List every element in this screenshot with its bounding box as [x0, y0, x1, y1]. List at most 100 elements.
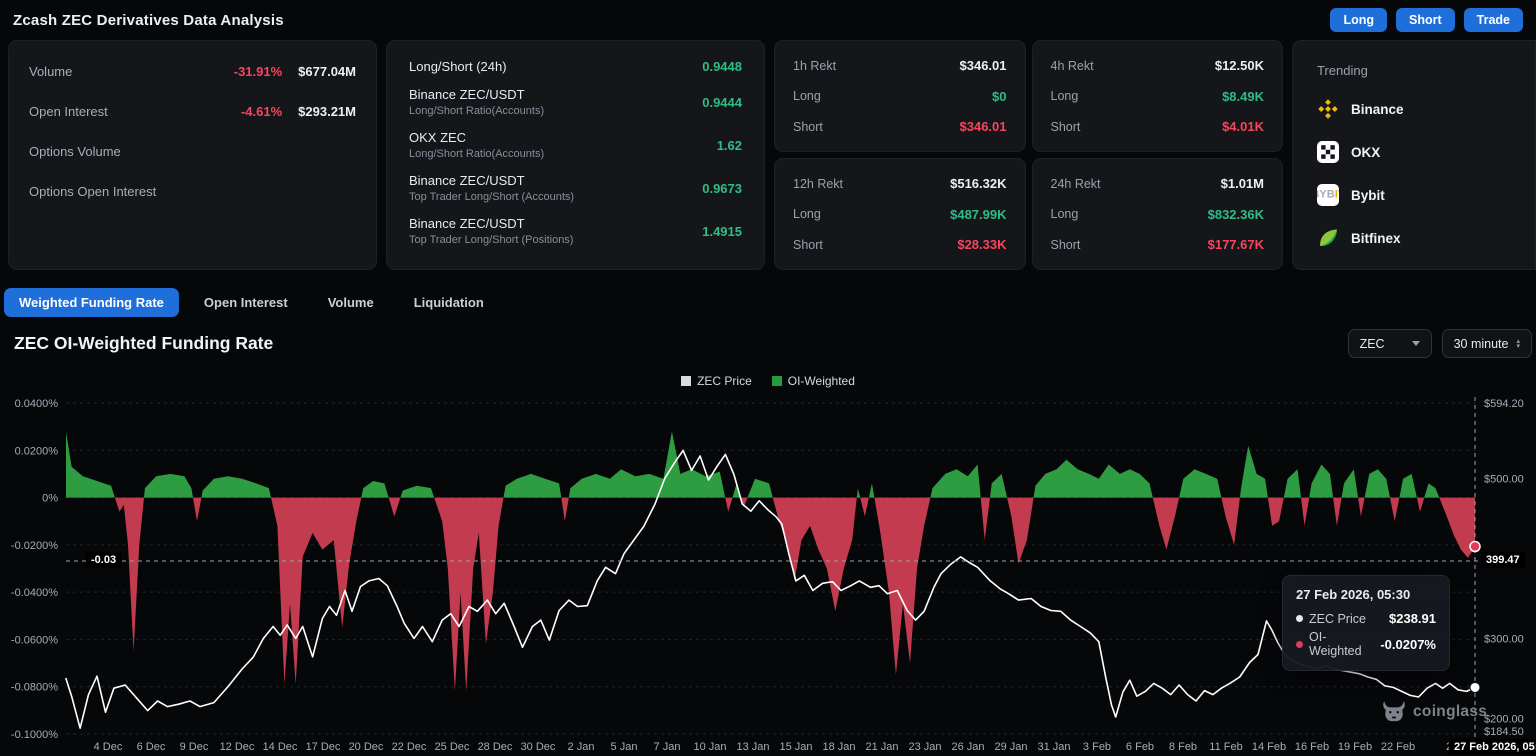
svg-text:22 Dec: 22 Dec — [392, 741, 427, 753]
svg-text:18 Jan: 18 Jan — [822, 741, 855, 753]
bitfinex-icon — [1320, 229, 1337, 247]
symbol-select-value: ZEC — [1359, 336, 1385, 351]
rekt-1h-long-label: Long — [793, 89, 821, 103]
open-interest-row: Open Interest -4.61% $293.21M — [29, 104, 356, 119]
chart-tabs: Weighted Funding Rate Open Interest Volu… — [4, 288, 499, 317]
trending-binance-label: Binance — [1351, 101, 1404, 117]
svg-text:14 Dec: 14 Dec — [263, 741, 298, 753]
tooltip-row-price: ZEC Price $238.91 — [1296, 611, 1436, 626]
liquidation-cards-grid: 1h Rekt $346.01 Long $0 Short $346.01 4h Re… — [774, 40, 1283, 270]
svg-text:25 Dec: 25 Dec — [435, 741, 470, 753]
trending-item-okx[interactable]: OKX — [1317, 141, 1511, 163]
trending-card: Trending Binance — [1292, 40, 1536, 270]
tab-volume[interactable]: Volume — [327, 295, 374, 310]
bybit-icon: BYBIT — [1317, 184, 1339, 206]
tooltip-date: 27 Feb 2026, 05:30 — [1296, 587, 1411, 602]
binance-top-positions-row: Binance ZEC/USDT Top Trader Long/Short (… — [409, 216, 742, 246]
trending-bybit-label: Bybit — [1351, 187, 1385, 203]
svg-text:26 Jan: 26 Jan — [951, 741, 984, 753]
rekt-1h-title: 1h Rekt — [793, 58, 837, 73]
svg-text:8 Feb: 8 Feb — [1169, 741, 1197, 753]
legend-zec-price[interactable]: ZEC Price — [681, 374, 752, 388]
svg-text:17 Dec: 17 Dec — [306, 741, 341, 753]
binance-icon — [1318, 99, 1338, 119]
tab-weighted-funding-rate[interactable]: Weighted Funding Rate — [4, 288, 179, 317]
oi-weighted-swatch — [771, 376, 782, 386]
binance-accounts-row: Binance ZEC/USDT Long/Short Ratio(Accoun… — [409, 87, 742, 117]
rekt-4h-title: 4h Rekt — [1050, 58, 1094, 73]
okx-icon — [1317, 141, 1339, 163]
rekt-card-4h: 4h Rekt $12.50K Long $8.49K Short $4.01K — [1031, 40, 1283, 152]
volume-value: $677.04M — [298, 64, 356, 79]
legend-oi-weighted[interactable]: OI-Weighted — [771, 374, 855, 388]
svg-text:4 Dec: 4 Dec — [94, 741, 123, 753]
options-volume-row: Options Volume — [29, 144, 356, 159]
volume-change: -31.91% — [233, 64, 283, 79]
watermark-label: coinglass — [1413, 703, 1488, 720]
trending-item-binance[interactable]: Binance — [1317, 98, 1511, 120]
open-interest-value: $293.21M — [298, 104, 356, 119]
short-button[interactable]: Short — [1396, 8, 1455, 32]
svg-text:0.0400%: 0.0400% — [15, 398, 59, 410]
svg-text:31 Jan: 31 Jan — [1037, 741, 1070, 753]
trending-bitfinex-label: Bitfinex — [1351, 230, 1401, 246]
svg-text:-0.0200%: -0.0200% — [11, 540, 58, 552]
trending-item-bitfinex[interactable]: Bitfinex — [1317, 227, 1511, 249]
svg-text:22 Feb: 22 Feb — [1381, 741, 1415, 753]
rekt-24h-long: $832.36K — [1207, 206, 1264, 222]
interval-select[interactable]: 30 minute ▴ ▾ — [1441, 329, 1532, 358]
tab-open-interest[interactable]: Open Interest — [203, 295, 288, 310]
svg-text:-0.0800%: -0.0800% — [11, 682, 58, 694]
svg-text:5 Jan: 5 Jan — [611, 741, 638, 753]
chart-canvas[interactable]: 0.0400% 0.0200% 0% -0.0200% -0.0400% -0.0600%… — [0, 390, 1536, 756]
chart-controls: ZEC 30 minute ▴ ▾ — [1347, 329, 1532, 358]
tooltip-oi-label: OI-Weighted — [1309, 630, 1362, 658]
svg-text:20 Dec: 20 Dec — [349, 741, 384, 753]
svg-text:-0.0400%: -0.0400% — [11, 587, 58, 599]
price-dot-icon — [1296, 615, 1303, 622]
chevron-down-icon — [1411, 341, 1420, 346]
binance-top-positions-label: Binance ZEC/USDT — [409, 216, 525, 231]
trade-button[interactable]: Trade — [1463, 8, 1523, 32]
symbol-select[interactable]: ZEC — [1347, 329, 1432, 358]
trending-item-bybit[interactable]: BYBIT Bybit — [1317, 184, 1511, 206]
okx-accounts-sublabel: Long/Short Ratio(Accounts) — [409, 148, 545, 160]
svg-text:16 Feb: 16 Feb — [1295, 741, 1329, 753]
svg-text:28 Dec: 28 Dec — [478, 741, 513, 753]
funding-rate-chart[interactable]: 0.0400% 0.0200% 0% -0.0200% -0.0400% -0.0600%… — [0, 390, 1536, 756]
tooltip-row-oi: OI-Weighted -0.0207% — [1296, 630, 1436, 658]
rekt-card-1h: 1h Rekt $346.01 Long $0 Short $346.01 — [774, 40, 1026, 152]
rekt-1h-total: $346.01 — [959, 58, 1007, 73]
rekt-card-12h: 12h Rekt $516.32K Long $487.99K Short $28.3… — [774, 158, 1026, 270]
tab-liquidation[interactable]: Liquidation — [413, 295, 484, 310]
trending-title: Trending — [1317, 63, 1368, 78]
rekt-12h-long-label: Long — [793, 207, 821, 221]
interval-select-value: 30 minute — [1453, 336, 1509, 351]
svg-text:$184.50: $184.50 — [1484, 726, 1524, 738]
rekt-1h-short-label: Short — [793, 119, 823, 134]
binance-top-accounts-row: Binance ZEC/USDT Top Trader Long/Short (… — [409, 173, 742, 203]
ls-24h-row: Long/Short (24h) 0.9448 — [409, 59, 742, 74]
oi-weighted-legend-label: OI-Weighted — [787, 374, 855, 388]
svg-text:30 Dec: 30 Dec — [521, 741, 556, 753]
rekt-24h-short: $177.67K — [1207, 237, 1264, 252]
rekt-24h-short-label: Short — [1050, 237, 1081, 252]
options-open-interest-label: Options Open Interest — [29, 184, 157, 199]
long-button[interactable]: Long — [1330, 8, 1387, 32]
svg-text:19 Feb: 19 Feb — [1338, 741, 1372, 753]
rekt-4h-total: $12.50K — [1214, 58, 1264, 73]
svg-text:6 Feb: 6 Feb — [1126, 741, 1154, 753]
rekt-12h-long: $487.99K — [950, 206, 1007, 222]
binance-accounts-sublabel: Long/Short Ratio(Accounts) — [409, 105, 545, 117]
ls-24h-label: Long/Short (24h) — [409, 59, 507, 74]
open-interest-label: Open Interest — [29, 104, 108, 119]
svg-text:12 Dec: 12 Dec — [220, 741, 255, 753]
svg-text:-0.0600%: -0.0600% — [11, 634, 58, 646]
svg-text:13 Jan: 13 Jan — [736, 741, 769, 753]
watermark: coinglass — [1382, 700, 1487, 724]
open-interest-change: -4.61% — [240, 104, 283, 119]
binance-accounts-value: 0.9444 — [702, 94, 742, 110]
okx-accounts-value: 1.62 — [716, 137, 742, 153]
rekt-4h-short-label: Short — [1050, 119, 1081, 134]
rekt-1h-short: $346.01 — [959, 119, 1007, 134]
